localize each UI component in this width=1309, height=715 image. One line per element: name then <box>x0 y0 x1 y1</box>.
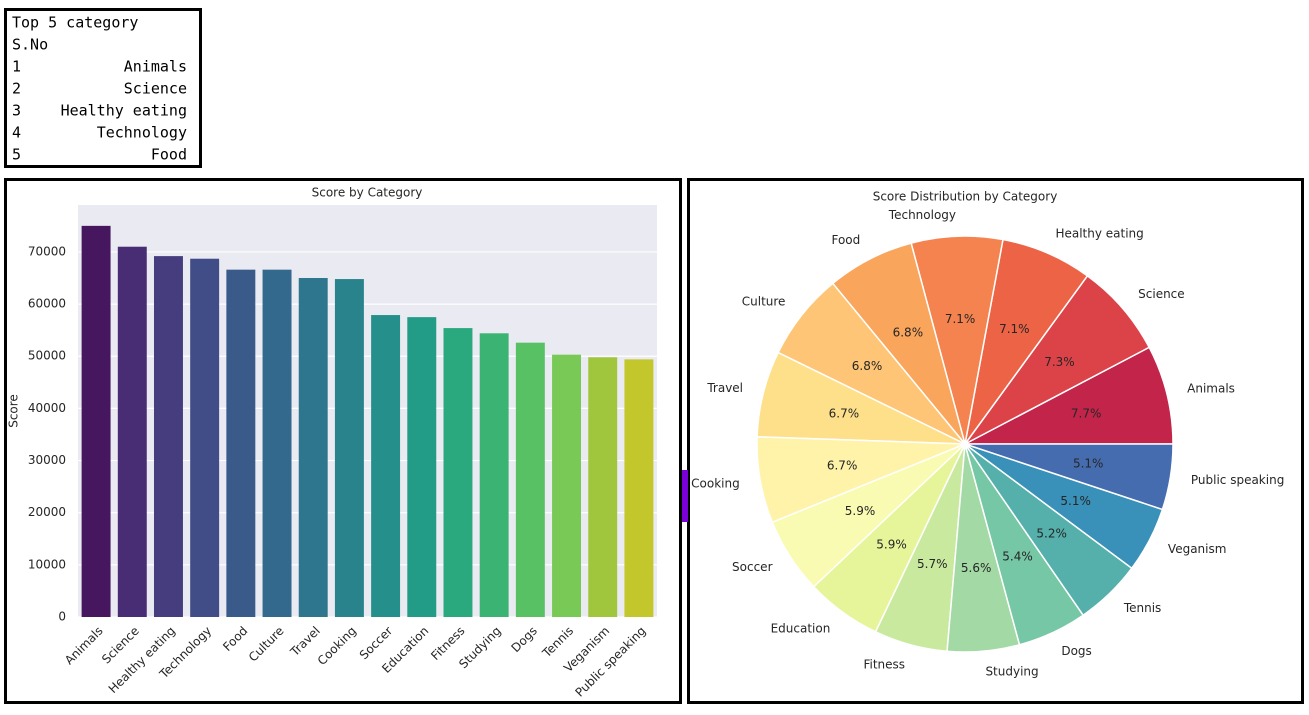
slice-label: Cooking <box>691 477 740 491</box>
slice-percent: 5.4% <box>1002 550 1033 564</box>
slice-percent: 5.9% <box>845 504 876 518</box>
slice-label: Studying <box>985 664 1038 678</box>
slice-percent: 7.1% <box>945 312 976 326</box>
bar-title: Score by Category <box>312 186 423 200</box>
slice-label: Dogs <box>1061 644 1091 658</box>
slice-label: Food <box>831 233 860 247</box>
bar <box>226 269 256 617</box>
pie-slice <box>964 346 1174 445</box>
row-index: 3 <box>12 102 21 120</box>
slice-percent: 5.1% <box>1060 494 1091 508</box>
row-index: 1 <box>12 58 21 76</box>
slice-percent: 6.8% <box>893 326 924 340</box>
bar <box>624 359 654 617</box>
slice-percent: 5.2% <box>1036 526 1067 540</box>
pie-title: Score Distribution by Category <box>873 190 1058 204</box>
slice-percent: 5.6% <box>961 561 992 575</box>
slice-label: Culture <box>742 295 786 309</box>
slice-label: Fitness <box>863 657 905 671</box>
slice-percent: 7.1% <box>999 322 1030 336</box>
y-tick-label: 60000 <box>28 297 66 311</box>
output-box <box>4 8 202 168</box>
bar <box>81 225 111 617</box>
table-header: S.No <box>12 36 48 54</box>
slice-label: Education <box>771 621 831 635</box>
slice-percent: 6.7% <box>827 458 858 472</box>
slice-percent: 5.7% <box>917 557 948 571</box>
y-tick-label: 0 <box>58 610 66 624</box>
slice-label: Tennis <box>1123 601 1161 615</box>
row-category: Technology <box>97 124 187 142</box>
bar <box>153 256 183 617</box>
row-index: 5 <box>12 146 21 164</box>
y-tick-label: 10000 <box>28 557 66 571</box>
y-tick-label: 30000 <box>28 453 66 467</box>
y-tick-label: 40000 <box>28 401 66 415</box>
bar <box>371 315 401 617</box>
slice-percent: 7.3% <box>1044 355 1075 369</box>
row-category: Science <box>124 80 187 98</box>
slice-label: Science <box>1138 287 1185 301</box>
divider-handle <box>682 470 688 522</box>
bar <box>334 279 364 617</box>
bar <box>298 278 328 617</box>
pie-slice <box>964 443 1174 511</box>
slice-label: Soccer <box>732 560 773 574</box>
row-index: 2 <box>12 80 21 98</box>
slice-label: Animals <box>1187 382 1235 396</box>
slice-percent: 7.7% <box>1071 407 1102 421</box>
slice-percent: 6.8% <box>852 359 883 373</box>
slice-percent: 5.9% <box>876 537 907 551</box>
row-category: Healthy eating <box>61 102 187 120</box>
slice-label: Technology <box>888 208 956 222</box>
row-category: Food <box>151 146 187 164</box>
slice-percent: 5.1% <box>1073 456 1104 470</box>
slice-label: Travel <box>706 381 743 395</box>
table-title: Top 5 category <box>12 14 138 32</box>
bar <box>479 333 509 617</box>
slice-label: Healthy eating <box>1055 226 1143 240</box>
slice-label: Public speaking <box>1191 473 1284 487</box>
bar <box>515 342 545 617</box>
y-tick-label: 20000 <box>28 505 66 519</box>
bar <box>443 328 473 617</box>
slice-label: Veganism <box>1168 542 1227 556</box>
bar <box>190 258 220 617</box>
bar <box>117 246 147 618</box>
bar <box>588 357 618 617</box>
y-axis-label: Score <box>7 394 21 428</box>
row-category: Animals <box>124 58 187 76</box>
bar <box>407 317 437 617</box>
y-tick-label: 70000 <box>28 244 66 258</box>
row-index: 4 <box>12 124 21 142</box>
bar <box>262 269 292 617</box>
y-tick-label: 50000 <box>28 349 66 363</box>
bar <box>552 354 582 617</box>
slice-percent: 6.7% <box>829 406 860 420</box>
